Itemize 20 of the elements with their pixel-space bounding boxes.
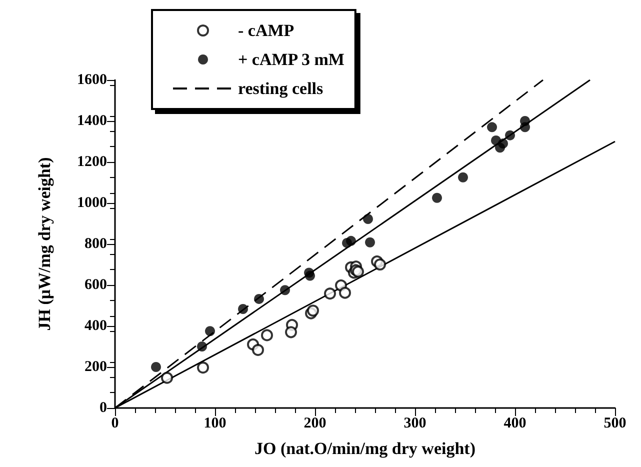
y-tick-label: 400 [84, 318, 107, 334]
x-tick-label: 300 [404, 416, 426, 432]
x-tick-label: 400 [504, 416, 526, 432]
x-tick-label: 200 [304, 416, 326, 432]
legend-label: + cAMP 3 mM [238, 50, 344, 69]
x-axis-title: JO (nat.O/min/mg dry weight) [254, 439, 476, 458]
x-tick-label: 500 [604, 416, 626, 432]
y-tick-label: 1600 [77, 72, 107, 88]
y-tick-label: 1000 [77, 195, 107, 211]
y-tick-label: 1400 [77, 113, 107, 129]
y-tick-label: 0 [100, 400, 107, 416]
legend-label: - cAMP [238, 21, 294, 40]
y-tick-label: 600 [84, 277, 107, 293]
y-tick-label: 800 [84, 236, 107, 252]
x-tick-label: 0 [111, 416, 119, 432]
y-tick-label: 1200 [77, 154, 107, 170]
x-tick-label: 100 [204, 416, 226, 432]
y-axis-title: JH (μW/mg dry weight) [35, 157, 54, 331]
y-tick-label: 200 [84, 359, 107, 375]
legend-label: resting cells [238, 79, 324, 98]
